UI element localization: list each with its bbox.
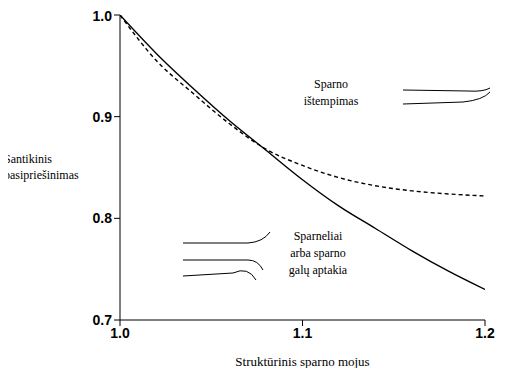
html-text:galų aptakia: galų aptakia bbox=[288, 263, 348, 277]
html-text:Sparno: Sparno bbox=[314, 77, 348, 91]
html-text:pasipriešinimas: pasipriešinimas bbox=[4, 168, 79, 182]
html-text:Sparneliai: Sparneliai bbox=[293, 229, 343, 243]
svg-text:0.9: 0.9 bbox=[93, 109, 113, 125]
svg-text:1.0: 1.0 bbox=[110, 325, 130, 341]
svg-text:1.1: 1.1 bbox=[293, 325, 313, 341]
html-text:Santikinis: Santikinis bbox=[4, 152, 52, 166]
svg-text:Struktūrinis sparno mojus: Struktūrinis sparno mojus bbox=[235, 354, 369, 368]
svg-text:0.7: 0.7 bbox=[93, 312, 113, 328]
svg-text:1.0: 1.0 bbox=[93, 8, 113, 24]
html-text:arba sparno: arba sparno bbox=[290, 246, 346, 260]
svg-text:0.8: 0.8 bbox=[93, 210, 113, 226]
html-text:ištempimas: ištempimas bbox=[303, 94, 359, 108]
svg-text:1.2: 1.2 bbox=[475, 325, 495, 341]
